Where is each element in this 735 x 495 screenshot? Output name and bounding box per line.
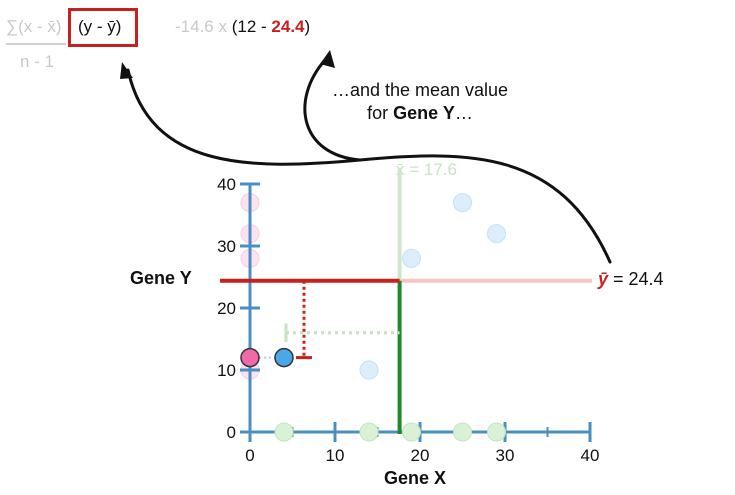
y-tick-label-30: 30 <box>217 237 236 256</box>
x-minus-xbar: (x - x̄) <box>18 17 62 36</box>
x-projection-4 <box>453 422 472 442</box>
substitution-close: ) <box>304 17 311 36</box>
data-point-4 <box>453 193 472 213</box>
y-tick-label-0: 0 <box>227 423 236 442</box>
y-tick-label-10: 10 <box>217 361 236 380</box>
x-tick-label-30: 30 <box>496 446 515 465</box>
curved-arrows <box>126 58 612 264</box>
mean-x-label: x̄ = 17.6 <box>396 160 457 179</box>
annotation-line2: for Gene Y… <box>367 103 473 123</box>
arrow-to-formula <box>126 68 612 264</box>
x-axis-label: Gene X <box>384 468 447 488</box>
sum-symbol: ∑ <box>6 17 19 36</box>
formula-denominator: n - 1 <box>20 52 55 71</box>
x-tick-label-10: 10 <box>326 446 345 465</box>
data-point-3 <box>402 248 421 268</box>
mean-y-label: ȳ = 24.4 <box>598 269 664 289</box>
formula-substitution: -14.6 x (12 - 24.4) <box>175 17 310 37</box>
annotation-line1: …and the mean value <box>331 80 509 100</box>
x-tick-label-20: 20 <box>411 446 430 465</box>
highlight-box <box>68 8 138 47</box>
x-tick-label-40: 40 <box>581 446 600 465</box>
y-axis-label: Gene Y <box>130 268 192 288</box>
substitution-coefficient: -14.6 x <box>175 17 227 36</box>
x-projection-2 <box>359 422 379 442</box>
formula-sum-term: ∑(x - x̄) <box>6 17 62 37</box>
fraction-line <box>6 43 66 45</box>
data-point-5 <box>487 224 506 244</box>
x-projection-3 <box>402 422 421 442</box>
x-projection-1 <box>274 422 294 442</box>
arrow-heads <box>120 50 335 79</box>
formula-y-minus-ybar: (y - ȳ) <box>78 17 122 36</box>
highlight-projection-point <box>240 347 260 368</box>
y-tick-label-40: 40 <box>217 175 236 194</box>
arrow-to-mean <box>303 58 362 162</box>
x-tick-label-0: 0 <box>245 446 254 465</box>
substitution-mean: 24.4 <box>271 17 305 36</box>
y-tick-label-20: 20 <box>217 299 236 318</box>
substitution-open: (12 - <box>231 17 272 36</box>
data-point-2 <box>359 360 379 380</box>
arrowhead-mean <box>320 50 335 68</box>
selected-data-point <box>274 347 294 368</box>
x-projection-5 <box>487 422 506 442</box>
arrowhead-formula <box>120 62 133 79</box>
annotation-text: …and the mean value for Gene Y… <box>300 80 540 124</box>
